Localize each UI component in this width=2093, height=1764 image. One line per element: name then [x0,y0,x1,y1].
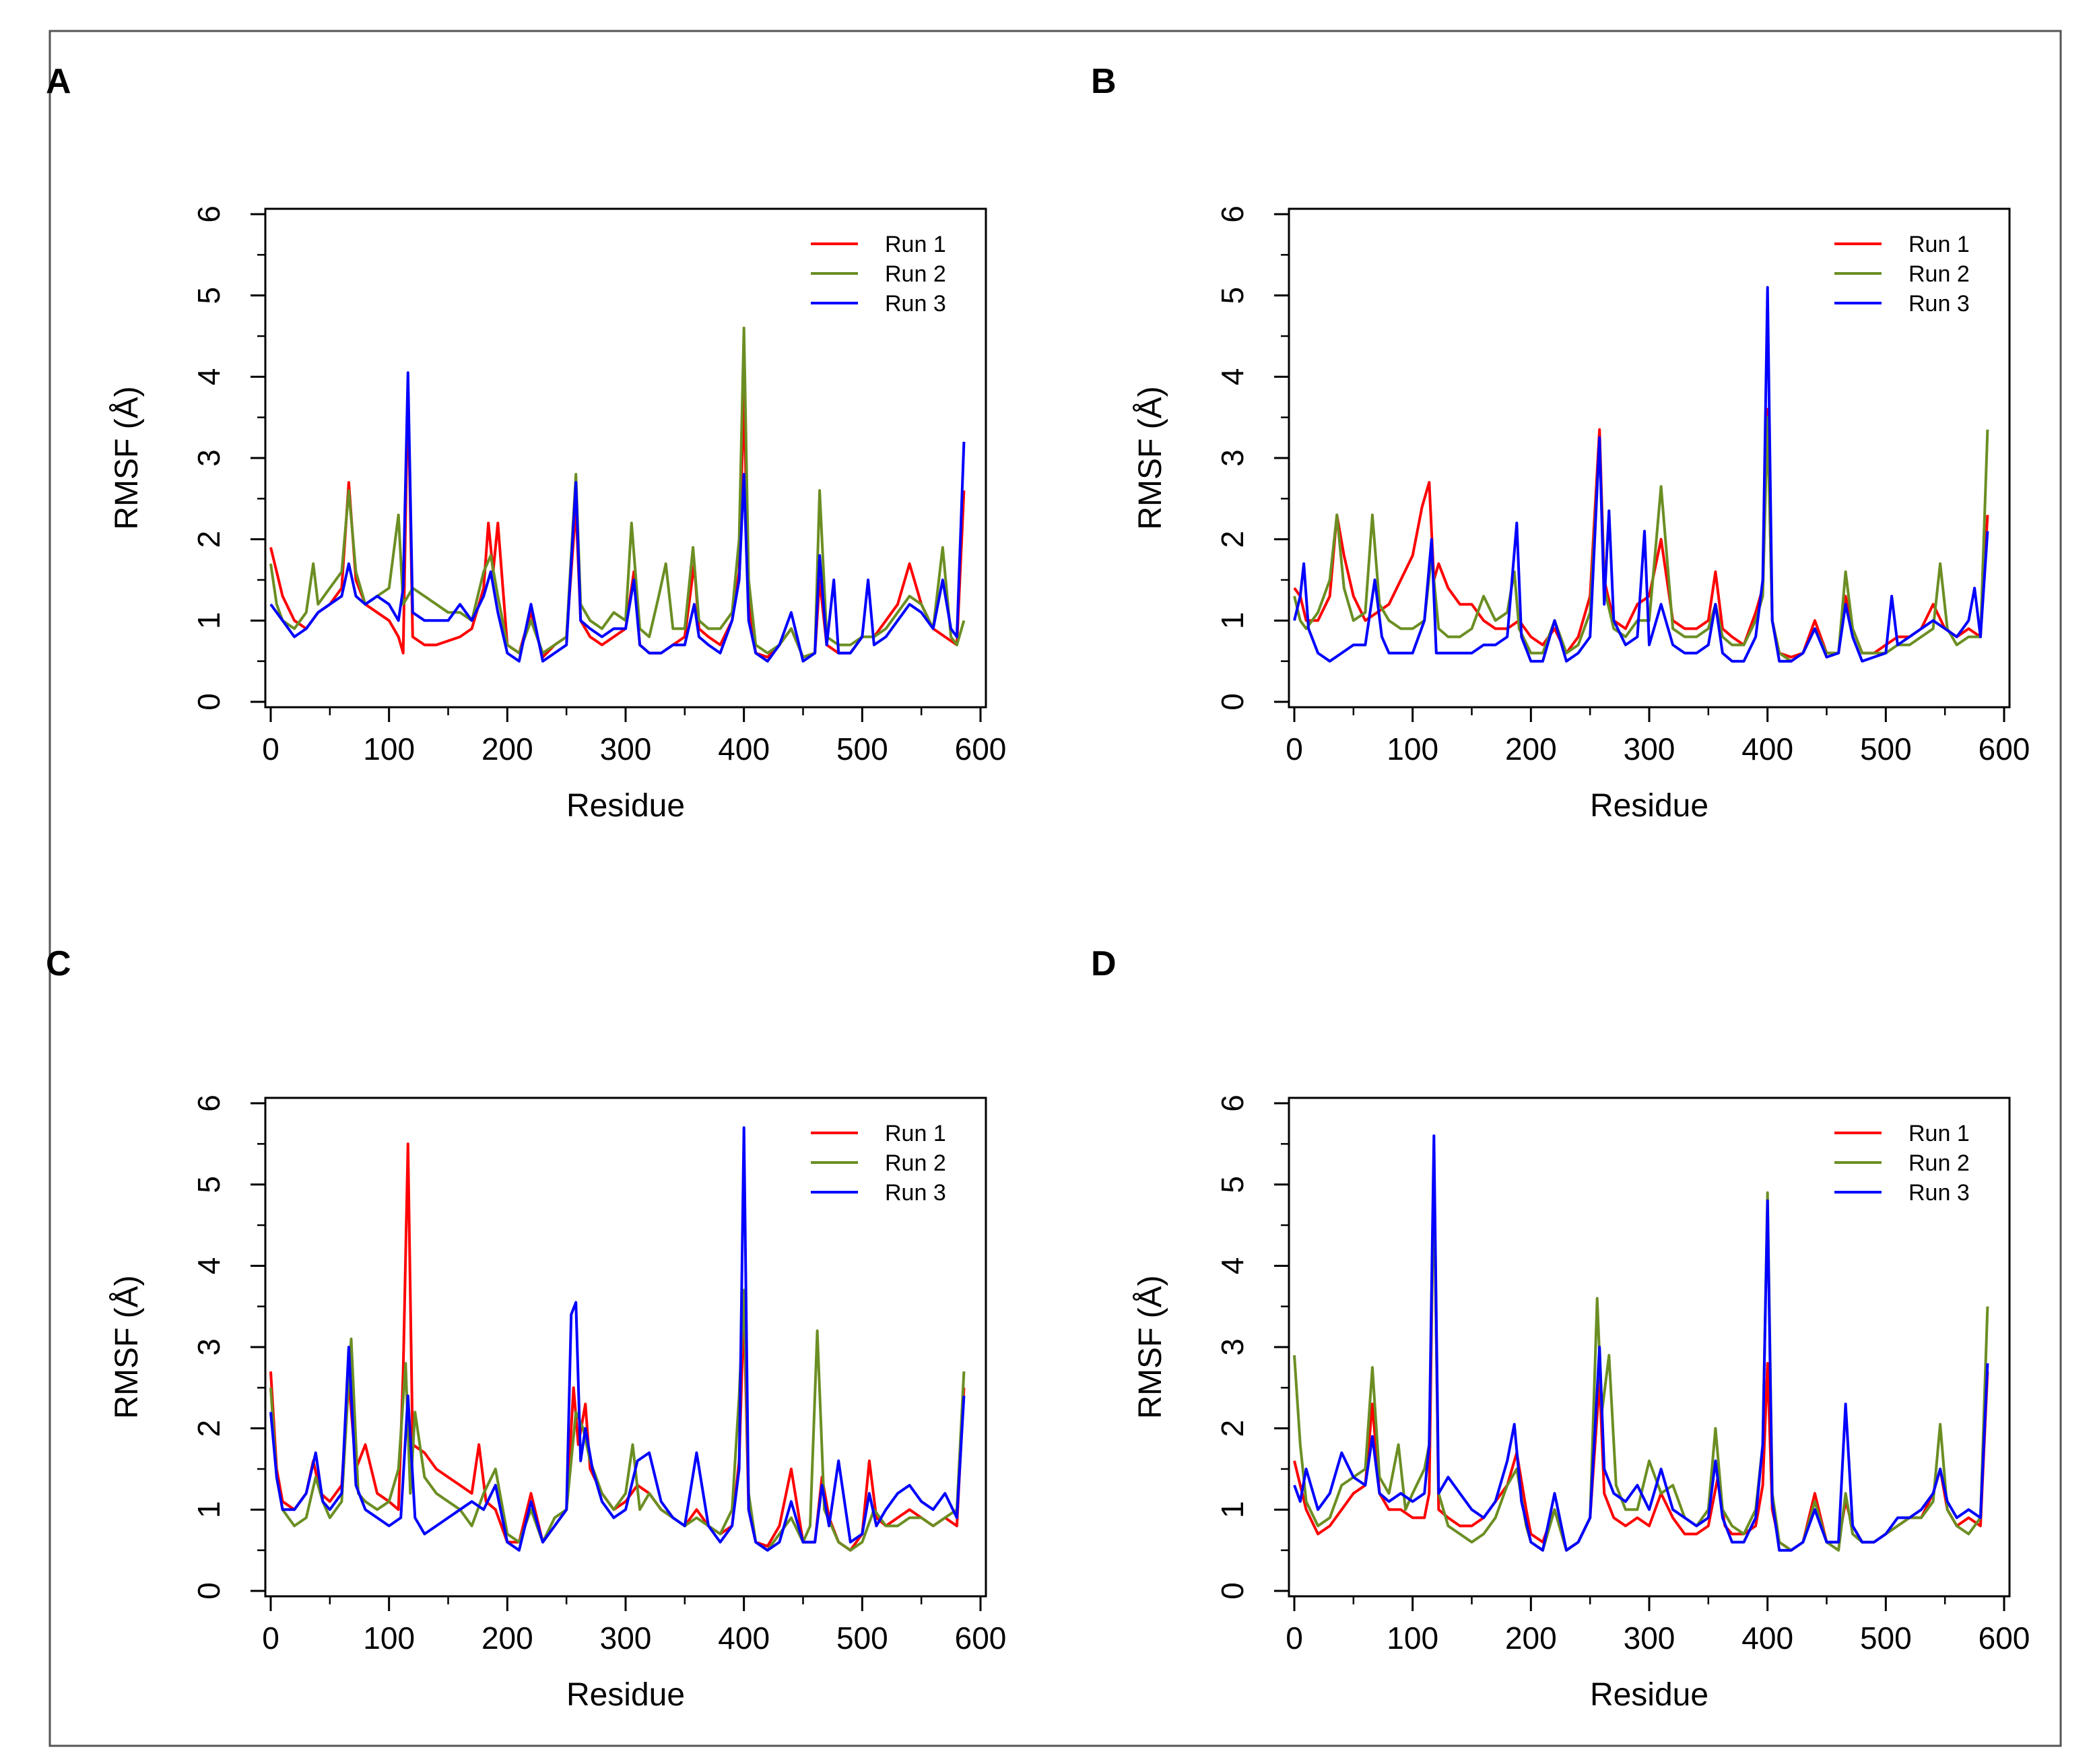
y-tick-label: 3 [191,449,226,467]
x-tick-label: 100 [363,1621,415,1656]
legend: Run 1 Run 2 Run 3 [811,232,946,317]
legend: Run 1 Run 2 Run 3 [811,1121,946,1206]
y-tick-label: 0 [1215,1582,1250,1600]
legend-label-run-3: Run 3 [885,291,946,317]
x-tick-label: 400 [718,731,770,766]
figure-border [48,30,2062,1747]
x-tick-label: 500 [1860,731,1912,766]
x-tick-label: 600 [955,731,1007,766]
x-tick-label: 200 [1505,1621,1557,1656]
plot-panel-c: 0 100 200 300 400 500 600 0 1 2 3 4 5 6 Residue RMSF (Å… [109,1095,1006,1713]
x-tick-label: 400 [1741,1621,1793,1656]
x-axis-title: Residue [566,1677,685,1713]
x-tick-label: 200 [481,731,533,766]
legend: Run 1 Run 2 Run 3 [1834,1121,1970,1206]
x-tick-label: 100 [1387,731,1438,766]
series-line-run-3 [1293,1134,1989,1552]
panel-label-a: A [46,62,71,101]
y-tick-label: 3 [1215,1338,1250,1356]
y-tick-label: 2 [1215,531,1250,548]
series-line-run-1 [269,383,966,659]
legend-label-run-2: Run 2 [885,261,946,287]
y-tick-label: 1 [1215,1501,1250,1519]
x-tick-label: 300 [1624,731,1675,766]
y-tick-label: 5 [1215,1176,1250,1194]
y-tick-label: 6 [191,1095,226,1112]
y-tick-label: 4 [1215,368,1250,386]
legend-label-run-1: Run 1 [1908,1121,1970,1146]
y-tick-label: 1 [1215,612,1250,630]
x-tick-label: 100 [363,731,415,766]
legend-label-run-1: Run 1 [1908,232,1970,257]
x-tick-label: 600 [955,1621,1007,1656]
x-tick-label: 600 [1979,731,2030,766]
x-tick-label: 200 [1505,731,1557,766]
x-tick-label: 0 [262,731,279,766]
x-tick-label: 300 [1624,1621,1675,1656]
x-tick-label: 500 [836,731,888,766]
x-tick-label: 100 [1387,1621,1438,1656]
legend-label-run-2: Run 2 [1908,1150,1970,1176]
y-axis-title: RMSF (Å) [1133,386,1168,529]
x-tick-label: 500 [836,1621,888,1656]
y-tick-label: 1 [191,612,226,630]
y-axis-title: RMSF (Å) [1133,1275,1168,1418]
y-tick-label: 0 [191,1582,226,1600]
y-tick-label: 5 [191,287,226,304]
legend-label-run-3: Run 3 [1908,1180,1970,1206]
y-tick-label: 0 [1215,693,1250,711]
x-axis-title: Residue [1590,788,1708,824]
y-tick-label: 2 [191,1420,226,1437]
y-tick-label: 4 [191,1257,226,1275]
y-tick-label: 1 [191,1501,226,1519]
legend-label-run-1: Run 1 [885,1121,946,1146]
x-tick-label: 400 [1741,731,1793,766]
y-tick-label: 3 [191,1338,226,1356]
y-tick-label: 2 [191,531,226,548]
series-line-run-3 [1293,286,1989,663]
series-line-run-2 [269,1288,966,1552]
legend-label-run-1: Run 1 [885,232,946,257]
x-tick-label: 400 [718,1621,770,1656]
x-tick-label: 600 [1979,1621,2030,1656]
panel-label-d: D [1091,944,1117,983]
legend-label-run-3: Run 3 [885,1180,946,1206]
y-tick-label: 0 [191,693,226,711]
y-axis-title: RMSF (Å) [109,1275,145,1418]
y-axis-title: RMSF (Å) [109,386,145,529]
y-tick-label: 6 [191,205,226,223]
y-tick-label: 5 [191,1176,226,1194]
legend-label-run-2: Run 2 [885,1150,946,1176]
y-tick-label: 4 [191,368,226,386]
x-tick-label: 0 [1286,731,1303,766]
y-tick-label: 2 [1215,1420,1250,1437]
legend: Run 1 Run 2 Run 3 [1834,232,1970,317]
legend-label-run-2: Run 2 [1908,261,1970,287]
legend-label-run-3: Run 3 [1908,291,1970,317]
series-line-run-3 [269,371,966,663]
x-axis-title: Residue [1590,1677,1708,1713]
plot-panel-d: 0 100 200 300 400 500 600 0 1 2 3 4 5 6 Residue RMSF (Å… [1133,1095,2030,1713]
x-tick-label: 300 [600,731,652,766]
y-tick-label: 3 [1215,449,1250,467]
x-tick-label: 0 [262,1621,279,1656]
x-tick-label: 0 [1286,1621,1303,1656]
y-tick-label: 4 [1215,1257,1250,1275]
x-tick-label: 300 [600,1621,652,1656]
x-tick-label: 200 [481,1621,533,1656]
x-tick-label: 500 [1860,1621,1912,1656]
plot-panel-a: 0 100 200 300 400 500 600 0 1 2 3 4 5 6 Residue RMSF (Å… [109,205,1006,824]
panel-label-b: B [1091,62,1117,101]
plot-panel-b: 0 100 200 300 400 500 600 0 1 2 3 4 5 6 Residue RMSF (Å… [1133,205,2030,824]
series-line-run-2 [269,326,966,659]
y-tick-label: 6 [1215,205,1250,223]
y-tick-label: 5 [1215,287,1250,304]
panel-label-c: C [46,944,71,983]
y-tick-label: 6 [1215,1095,1250,1112]
x-axis-title: Residue [566,788,685,824]
series-line-run-3 [269,1126,966,1552]
